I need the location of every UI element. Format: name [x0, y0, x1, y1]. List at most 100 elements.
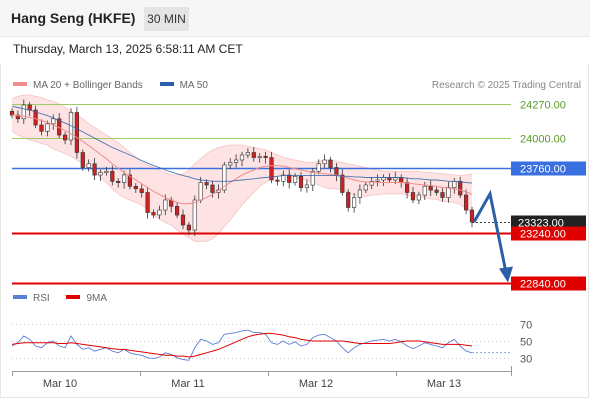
candle-body [92, 163, 97, 176]
candle-body [310, 171, 315, 186]
candle-body [269, 157, 274, 181]
candle-body [228, 162, 233, 166]
candle-body [257, 156, 262, 158]
candle-body [133, 186, 138, 190]
candle-body [452, 181, 457, 188]
candle-body [74, 112, 79, 153]
candle-body [86, 163, 91, 168]
candle-body [180, 214, 186, 226]
candle-body [186, 224, 192, 231]
level-tag-4 [511, 226, 586, 241]
candle-body [346, 192, 351, 208]
candle-body [163, 199, 168, 211]
legend-item-rsi: RSI [13, 293, 50, 304]
candle-body [245, 152, 251, 156]
instrument-title: Hang Seng (HKFE) [11, 10, 136, 26]
candle-body [127, 174, 133, 187]
rsi-tick-label: 30 [520, 354, 532, 366]
candle-body [469, 209, 475, 223]
candle-body [139, 188, 144, 193]
level-label-4: 23240.00 [520, 229, 566, 241]
candle-body [151, 212, 156, 216]
candle-body [157, 209, 162, 216]
candle-body [21, 104, 26, 120]
candle-body [110, 171, 115, 182]
candle-body [62, 134, 68, 141]
legend-item-ma20: MA 20 + Bollinger Bands [13, 80, 143, 91]
candle-body [375, 179, 380, 182]
candle-body [404, 182, 410, 193]
level-label-1: 24000.00 [520, 134, 566, 146]
header-bar: Hang Seng (HKFE) 30 MIN [0, 0, 590, 37]
candle-body [198, 182, 203, 201]
candle-body [322, 159, 327, 165]
candle-body [80, 152, 85, 168]
candle-body [45, 123, 50, 132]
legend-item-ma50: MA 50 [159, 80, 208, 91]
candle-body [287, 174, 292, 183]
9ma-swatch [66, 295, 81, 300]
candle-body [458, 181, 463, 196]
x-tick-label: Mar 13 [427, 378, 461, 390]
candle-body [298, 176, 304, 188]
candle-body [416, 194, 422, 201]
candle-body [210, 184, 215, 193]
bollinger-upper-line [11, 94, 473, 177]
candle-body [122, 174, 127, 183]
candle-body [234, 159, 239, 163]
candle-body [222, 164, 227, 191]
candle-body [434, 189, 439, 193]
candle-body [422, 186, 427, 196]
level-label-2: 23760.00 [520, 164, 566, 176]
credit-text: Research © 2025 Trading Central [431, 80, 581, 91]
rsi-swatch [13, 295, 27, 300]
legend-item-9ma: 9MA [66, 293, 107, 304]
candle-body [357, 189, 363, 198]
x-tick-label: Mar 10 [43, 378, 77, 390]
candle-body [145, 192, 150, 213]
candle-body [340, 174, 345, 193]
candle-body [175, 206, 180, 216]
candle-body [104, 171, 109, 173]
candle-body [116, 181, 121, 183]
candle-body [410, 192, 416, 201]
candle-body [399, 177, 404, 183]
candle-body [251, 152, 256, 158]
report-datetime: Thursday, March 13, 2025 6:58:11 AM CET [13, 42, 243, 56]
candle-body [363, 184, 368, 191]
candle-body [334, 167, 339, 176]
level-tag-2 [511, 161, 586, 176]
level-label-5: 22840.00 [520, 279, 566, 291]
timeframe-button[interactable]: 30 MIN [144, 7, 189, 31]
candle-body [446, 187, 451, 198]
price-legend: MA 20 + Bollinger Bands MA 50 [13, 80, 222, 91]
level-label-0: 24270.00 [520, 100, 566, 112]
legend-label-ma20: MA 20 + Bollinger Bands [33, 80, 143, 91]
candle-body [275, 179, 280, 182]
candle-body [9, 111, 15, 116]
rsi-legend: RSI 9MA [13, 293, 121, 304]
ma20-line [11, 114, 473, 205]
ma20-swatch [13, 82, 27, 87]
rsi-9ma-line [11, 332, 473, 358]
legend-label-ma50: MA 50 [179, 80, 208, 91]
last-price-tag [511, 215, 586, 230]
candle-body [292, 176, 298, 183]
level-tag-5 [511, 276, 586, 291]
candle-body [304, 184, 310, 188]
candle-body [263, 156, 268, 158]
rsi-tick-label: 70 [520, 320, 532, 332]
candle-body [316, 163, 321, 172]
x-tick-label: Mar 12 [299, 378, 333, 390]
candle-body [328, 159, 333, 168]
candle-body [33, 109, 38, 126]
candle-body [98, 172, 103, 176]
candle-body [239, 154, 245, 161]
candle-body [204, 182, 209, 186]
candle-body [39, 124, 44, 132]
candle-body [51, 118, 56, 125]
candle-body [27, 104, 32, 111]
candle-body [192, 199, 197, 231]
candle-body [15, 114, 21, 120]
